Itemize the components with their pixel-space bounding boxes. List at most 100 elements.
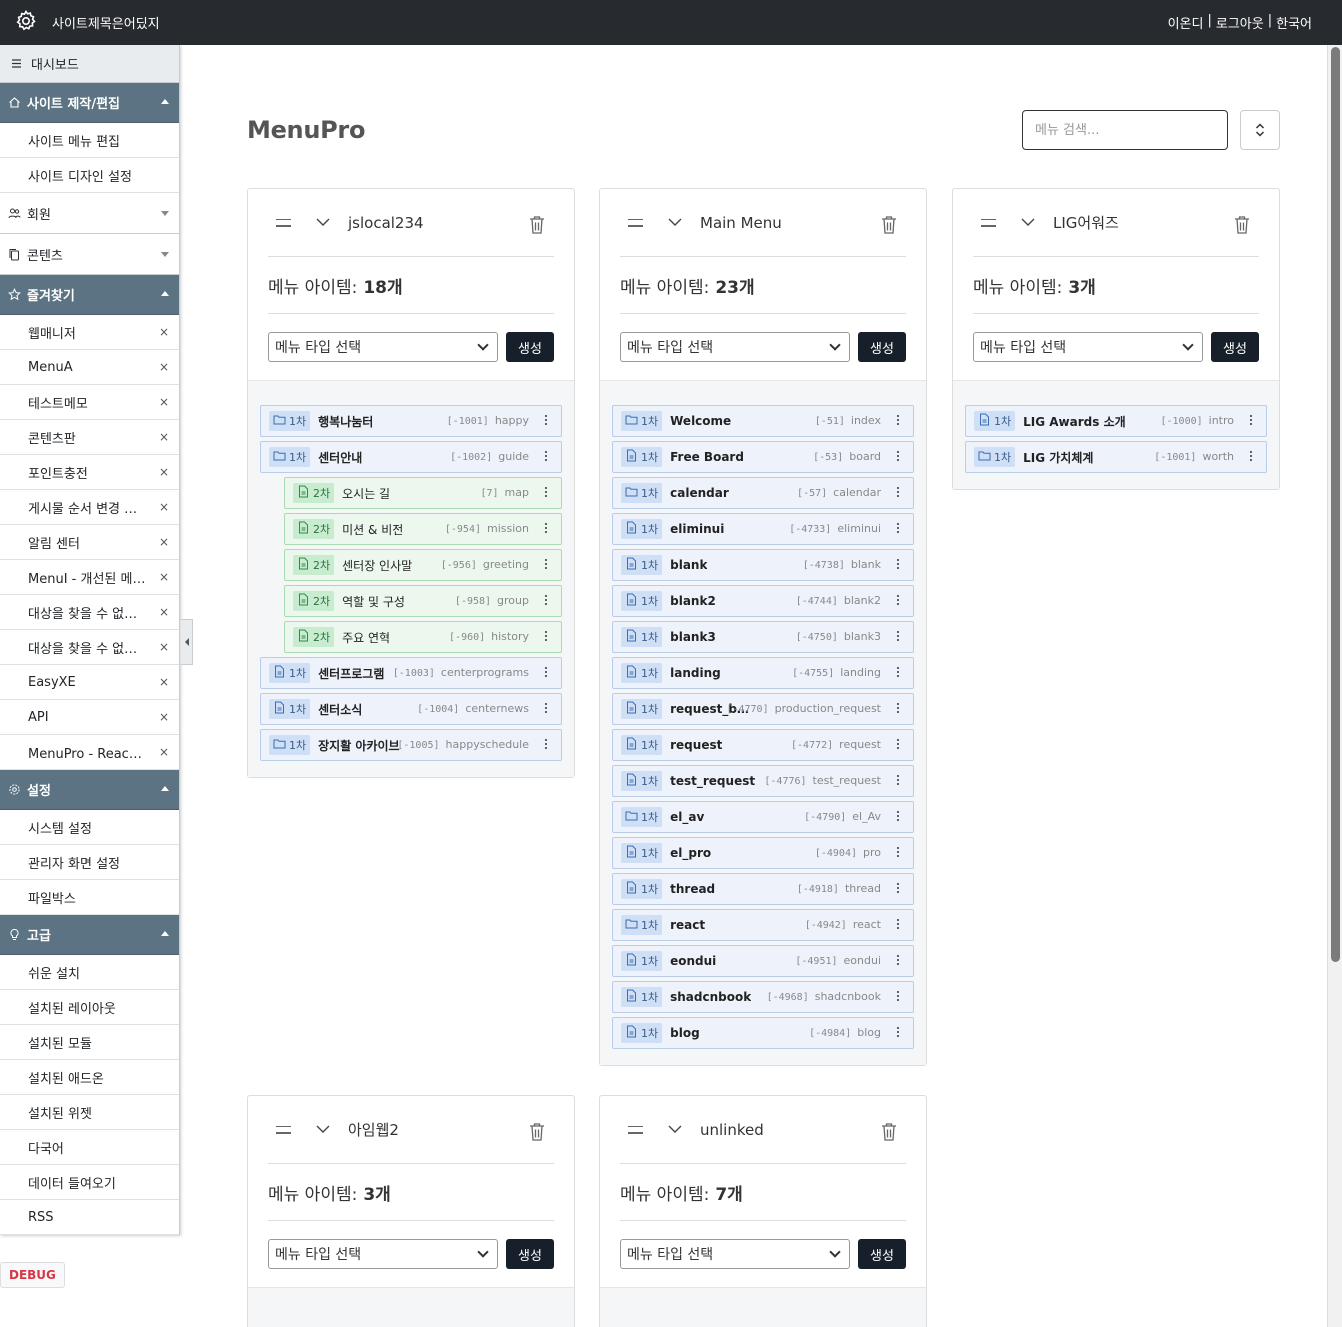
trash-icon[interactable] [880, 215, 898, 235]
more-options-icon[interactable] [545, 415, 547, 425]
chevron-down-icon[interactable] [316, 216, 330, 230]
more-options-icon[interactable] [897, 595, 899, 605]
create-button[interactable]: 생성 [506, 1239, 554, 1269]
menu-item-row[interactable]: 1차 request_b… [-4770] production_request [612, 693, 914, 725]
remove-favorite-icon[interactable]: × [158, 395, 169, 409]
menu-item-row[interactable]: 1차 calendar [-57] calendar [612, 477, 914, 509]
sidebar-item[interactable]: 알림 센터 × [0, 525, 179, 560]
menu-type-select[interactable]: 메뉴 타입 선택 [268, 332, 498, 362]
more-options-icon[interactable] [897, 847, 899, 857]
more-options-icon[interactable] [545, 595, 547, 605]
user-name-link[interactable]: 이온디 [1167, 17, 1204, 32]
more-options-icon[interactable] [1250, 415, 1252, 425]
more-options-icon[interactable] [897, 559, 899, 569]
chevron-down-icon[interactable] [1021, 216, 1035, 230]
more-options-icon[interactable] [897, 667, 899, 677]
sidebar-item[interactable]: EasyXE × [0, 665, 179, 700]
menu-type-select[interactable]: 메뉴 타입 선택 [620, 1239, 850, 1269]
scrollbar-thumb[interactable] [1331, 47, 1340, 962]
create-button[interactable]: 생성 [1211, 332, 1259, 362]
remove-favorite-icon[interactable]: × [158, 710, 169, 724]
chevron-down-icon[interactable] [668, 1123, 682, 1137]
more-options-icon[interactable] [897, 883, 899, 893]
sidebar-section-4[interactable]: 설정 [0, 770, 179, 810]
more-options-icon[interactable] [897, 955, 899, 965]
menu-item-row[interactable]: 1차 request [-4772] request [612, 729, 914, 761]
sidebar-item[interactable]: 사이트 메뉴 편집 [0, 123, 179, 158]
remove-favorite-icon[interactable]: × [158, 325, 169, 339]
menu-item-row[interactable]: 1차 blank [-4738] blank [612, 549, 914, 581]
sidebar-section-3[interactable]: 즐겨찾기 [0, 275, 179, 315]
menu-item-row[interactable]: 1차 landing [-4755] landing [612, 657, 914, 689]
remove-favorite-icon[interactable]: × [158, 465, 169, 479]
language-link[interactable]: 한국어 [1276, 17, 1312, 32]
remove-favorite-icon[interactable]: × [158, 675, 169, 689]
more-options-icon[interactable] [545, 559, 547, 569]
menu-item-row[interactable]: 1차 센터안내 [-1002] guide [260, 441, 562, 473]
more-options-icon[interactable] [545, 703, 547, 713]
menu-item-row[interactable]: 1차 eondui [-4951] eondui [612, 945, 914, 977]
sidebar-item[interactable]: 대상을 찾을 수 없습니다 × [0, 630, 179, 665]
sidebar-item[interactable]: 설치된 모듈 [0, 1025, 179, 1060]
more-options-icon[interactable] [897, 487, 899, 497]
sidebar-item[interactable]: 설치된 위젯 [0, 1095, 179, 1130]
more-options-icon[interactable] [897, 523, 899, 533]
sidebar-item[interactable]: 게시물 순서 변경 모듈 × [0, 490, 179, 525]
more-options-icon[interactable] [897, 775, 899, 785]
create-button[interactable]: 생성 [858, 332, 906, 362]
menu-item-row[interactable]: 1차 센터소식 [-1004] centernews [260, 693, 562, 725]
menu-item-row[interactable]: 1차 el_pro [-4904] pro [612, 837, 914, 869]
sidebar-item[interactable]: MenuI - 개선된 메뉴 관리 × [0, 560, 179, 595]
menu-item-row[interactable]: 1차 react [-4942] react [612, 909, 914, 941]
sidebar-item[interactable]: 설치된 레이아웃 [0, 990, 179, 1025]
trash-icon[interactable] [528, 1122, 546, 1142]
sidebar-item[interactable]: 웹매니저 × [0, 315, 179, 350]
more-options-icon[interactable] [545, 487, 547, 497]
menu-item-row[interactable]: 1차 shadcnbook [-4968] shadcnbook [612, 981, 914, 1013]
menu-item-row[interactable]: 1차 blog [-4984] blog [612, 1017, 914, 1049]
more-options-icon[interactable] [897, 739, 899, 749]
trash-icon[interactable] [528, 215, 546, 235]
page-scrollbar[interactable] [1327, 45, 1342, 1327]
sidebar-item[interactable]: 쉬운 설치 [0, 955, 179, 990]
remove-favorite-icon[interactable]: × [158, 605, 169, 619]
remove-favorite-icon[interactable]: × [158, 745, 169, 759]
remove-favorite-icon[interactable]: × [158, 535, 169, 549]
sidebar-item[interactable]: 사이트 디자인 설정 [0, 158, 179, 193]
more-options-icon[interactable] [897, 991, 899, 1001]
logout-link[interactable]: 로그아웃 [1215, 17, 1264, 32]
sidebar-section-1[interactable]: 회원 [0, 193, 179, 234]
create-button[interactable]: 생성 [506, 332, 554, 362]
more-options-icon[interactable] [545, 451, 547, 461]
more-options-icon[interactable] [1250, 451, 1252, 461]
menu-type-select[interactable]: 메뉴 타입 선택 [268, 1239, 498, 1269]
menu-item-row[interactable]: 1차 test_request [-4776] test_request [612, 765, 914, 797]
sidebar-collapse-toggle[interactable] [181, 619, 193, 665]
drag-handle-icon[interactable] [628, 1125, 644, 1134]
sidebar-item[interactable]: 데이터 들여오기 [0, 1165, 179, 1200]
menu-search-input[interactable] [1022, 110, 1228, 150]
chevron-down-icon[interactable] [316, 1123, 330, 1137]
sidebar-section-0[interactable]: 사이트 제작/편집 [0, 83, 179, 123]
more-options-icon[interactable] [545, 523, 547, 533]
menu-item-row[interactable]: 1차 eliminui [-4733] eliminui [612, 513, 914, 545]
menu-item-row[interactable]: 1차 장지활 아카이브 [-1005] happyschedule [260, 729, 562, 761]
sidebar-item[interactable]: 다국어 [0, 1130, 179, 1165]
sidebar-section-2[interactable]: 콘텐츠 [0, 234, 179, 275]
site-title[interactable]: 사이트제목은어딨지 [52, 17, 160, 32]
sidebar-item[interactable]: 관리자 화면 설정 [0, 845, 179, 880]
drag-handle-icon[interactable] [628, 218, 644, 227]
menu-item-row[interactable]: 1차 행복나눔터 [-1001] happy [260, 405, 562, 437]
sidebar-item[interactable]: API × [0, 700, 179, 735]
menu-item-row[interactable]: 2차 역할 및 구성 [-958] group [284, 585, 562, 617]
menu-type-select[interactable]: 메뉴 타입 선택 [973, 332, 1203, 362]
menu-item-row[interactable]: 2차 센터장 인사말 [-956] greeting [284, 549, 562, 581]
remove-favorite-icon[interactable]: × [158, 500, 169, 514]
sidebar-item[interactable]: 시스템 설정 [0, 810, 179, 845]
sidebar-item[interactable]: 콘텐츠판 × [0, 420, 179, 455]
more-options-icon[interactable] [897, 631, 899, 641]
remove-favorite-icon[interactable]: × [158, 360, 169, 374]
menu-item-row[interactable]: 1차 Welcome [-51] index [612, 405, 914, 437]
more-options-icon[interactable] [897, 415, 899, 425]
sidebar-item[interactable]: 설치된 애드온 [0, 1060, 179, 1095]
